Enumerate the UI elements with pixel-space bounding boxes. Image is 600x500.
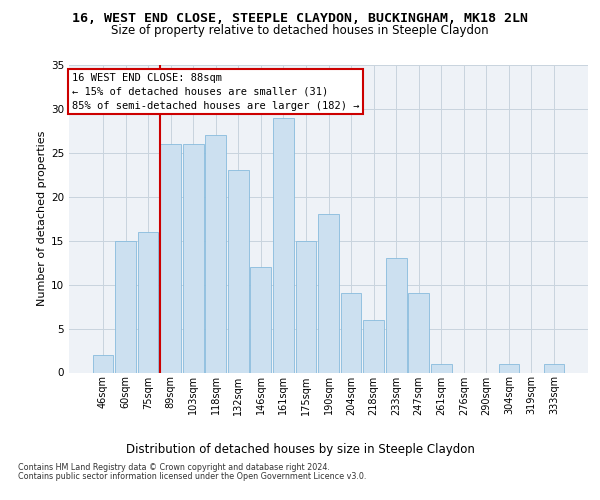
Bar: [363, 320, 384, 372]
Text: 16, WEST END CLOSE, STEEPLE CLAYDON, BUCKINGHAM, MK18 2LN: 16, WEST END CLOSE, STEEPLE CLAYDON, BUC…: [72, 12, 528, 26]
Bar: [499, 364, 520, 372]
Text: Contains public sector information licensed under the Open Government Licence v3: Contains public sector information licen…: [18, 472, 367, 481]
Bar: [205, 136, 226, 372]
Text: Contains HM Land Registry data © Crown copyright and database right 2024.: Contains HM Land Registry data © Crown c…: [18, 462, 330, 471]
Text: Size of property relative to detached houses in Steeple Claydon: Size of property relative to detached ho…: [111, 24, 489, 37]
Bar: [273, 118, 294, 372]
Bar: [183, 144, 203, 372]
Bar: [544, 364, 565, 372]
Bar: [341, 294, 361, 372]
Bar: [92, 355, 113, 372]
Bar: [115, 240, 136, 372]
Bar: [409, 294, 429, 372]
Bar: [137, 232, 158, 372]
Bar: [318, 214, 339, 372]
Bar: [228, 170, 248, 372]
Text: Distribution of detached houses by size in Steeple Claydon: Distribution of detached houses by size …: [125, 442, 475, 456]
Y-axis label: Number of detached properties: Number of detached properties: [37, 131, 47, 306]
Bar: [296, 240, 316, 372]
Bar: [160, 144, 181, 372]
Bar: [431, 364, 452, 372]
Bar: [250, 267, 271, 372]
Text: 16 WEST END CLOSE: 88sqm
← 15% of detached houses are smaller (31)
85% of semi-d: 16 WEST END CLOSE: 88sqm ← 15% of detach…: [71, 72, 359, 110]
Bar: [386, 258, 407, 372]
